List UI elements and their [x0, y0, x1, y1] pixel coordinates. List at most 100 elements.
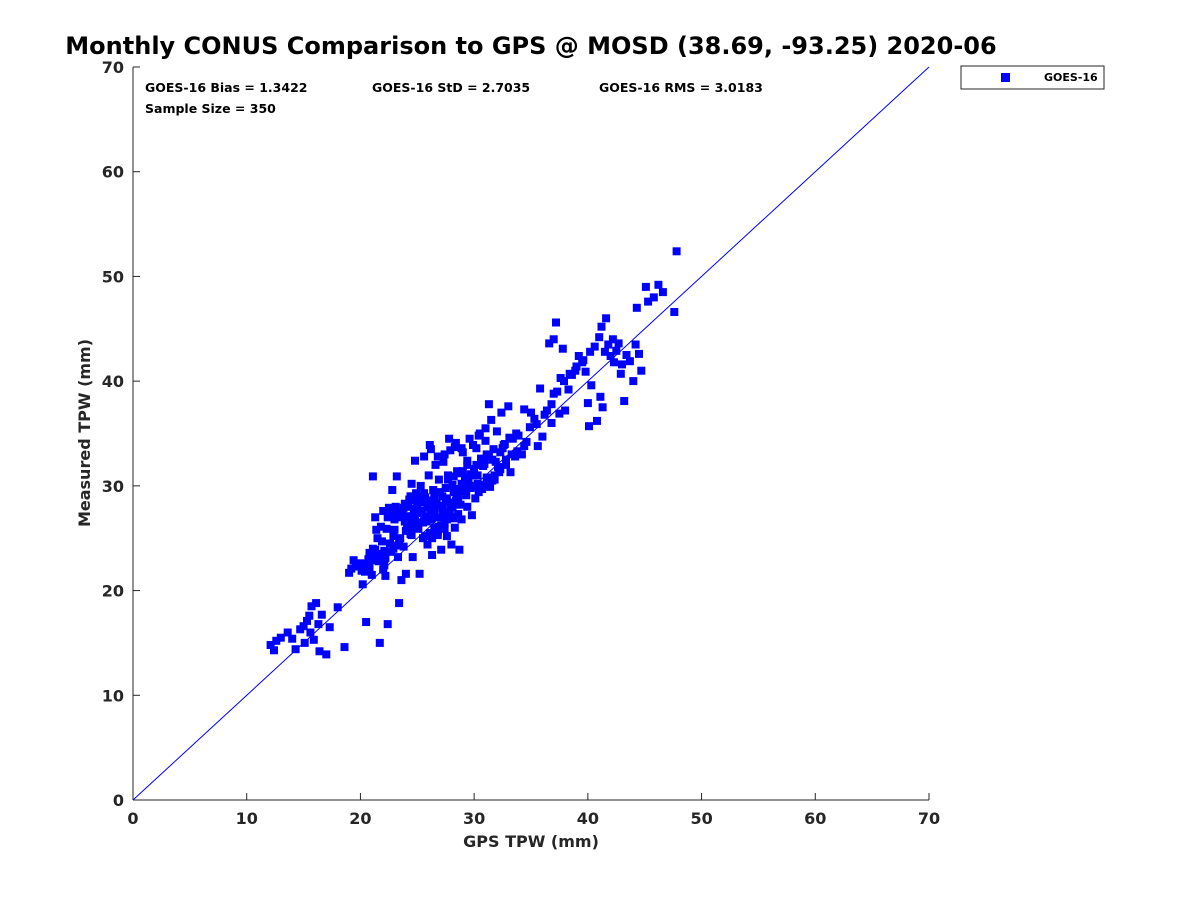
- data-point: [365, 563, 374, 572]
- data-point: [373, 534, 382, 543]
- data-point: [391, 509, 400, 518]
- data-point: [462, 491, 471, 500]
- data-point: [469, 441, 477, 449]
- data-point: [423, 540, 432, 549]
- data-point: [644, 297, 653, 306]
- data-point: [394, 553, 402, 562]
- data-point: [442, 494, 451, 503]
- data-point: [489, 445, 498, 454]
- data-point: [649, 293, 658, 302]
- legend: GOES-16: [960, 65, 1105, 90]
- data-point: [433, 452, 442, 461]
- data-point: [446, 446, 455, 455]
- data-point: [333, 603, 342, 612]
- data-point: [571, 366, 580, 375]
- data-point: [474, 431, 483, 440]
- data-point: [490, 471, 499, 480]
- data-point: [538, 432, 547, 441]
- data-point: [583, 399, 592, 408]
- data-point: [478, 458, 487, 467]
- data-point: [384, 503, 393, 512]
- data-point: [420, 452, 429, 461]
- data-point: [412, 518, 421, 527]
- data-point: [545, 339, 554, 348]
- data-point: [380, 561, 389, 570]
- data-point: [455, 545, 464, 554]
- y-tick-label: 0: [113, 791, 124, 810]
- data-point: [291, 645, 300, 654]
- data-point: [371, 513, 380, 522]
- data-point: [540, 410, 549, 419]
- data-point: [481, 424, 490, 433]
- data-point: [305, 611, 314, 620]
- chart-title: Monthly CONUS Comparison to GPS @ MOSD (…: [65, 32, 996, 60]
- data-point: [430, 492, 439, 501]
- data-point: [512, 429, 521, 438]
- data-point: [507, 450, 516, 459]
- data-point: [635, 349, 643, 358]
- data-point: [362, 618, 371, 626]
- data-point: [434, 475, 443, 484]
- data-point: [309, 635, 318, 644]
- data-point: [397, 513, 406, 522]
- data-point: [416, 507, 425, 515]
- data-point: [586, 347, 595, 356]
- data-point: [390, 525, 399, 534]
- data-point: [547, 400, 556, 409]
- data-point: [547, 419, 556, 427]
- data-point: [457, 515, 466, 524]
- data-point: [463, 460, 472, 469]
- data-point: [417, 498, 426, 507]
- data-point: [347, 564, 356, 573]
- data-point: [552, 318, 560, 327]
- data-point: [325, 623, 334, 632]
- data-point: [449, 472, 458, 481]
- data-point: [312, 599, 321, 608]
- data-point: [658, 288, 667, 297]
- data-point: [637, 366, 646, 375]
- data-point: [428, 551, 437, 559]
- data-point: [555, 409, 564, 418]
- x-tick-label: 0: [127, 809, 138, 828]
- data-point: [602, 314, 611, 323]
- x-tick-label: 20: [349, 809, 371, 828]
- std-stat: GOES-16 StD = 2.7035: [372, 80, 530, 95]
- data-point: [420, 489, 429, 498]
- y-axis-label: Measured TPW (mm): [75, 339, 94, 527]
- data-point: [424, 496, 433, 505]
- data-point: [419, 518, 427, 527]
- data-point: [394, 541, 402, 550]
- legend-marker-square: [1001, 73, 1010, 82]
- data-point: [527, 408, 535, 417]
- data-point: [358, 580, 367, 589]
- data-point: [406, 492, 415, 501]
- data-point: [625, 357, 634, 366]
- data-point: [606, 352, 615, 360]
- data-point: [593, 416, 601, 425]
- data-point: [276, 633, 285, 642]
- data-point: [600, 347, 609, 356]
- data-point: [463, 502, 472, 511]
- x-tick-label: 40: [577, 809, 599, 828]
- data-point: [581, 367, 590, 376]
- rms-stat: GOES-16 RMS = 3.0183: [599, 80, 763, 95]
- data-point: [376, 549, 385, 558]
- data-point: [484, 452, 493, 461]
- data-point: [487, 415, 496, 424]
- data-point: [376, 522, 385, 531]
- data-point: [498, 444, 507, 453]
- data-point: [448, 480, 457, 489]
- data-point: [395, 599, 404, 608]
- data-point: [506, 468, 515, 477]
- data-point: [425, 441, 434, 449]
- data-point: [447, 540, 456, 549]
- x-tick-label: 60: [804, 809, 826, 828]
- data-point: [449, 488, 458, 497]
- data-point: [397, 576, 406, 585]
- data-point: [533, 442, 542, 451]
- data-point: [340, 643, 349, 652]
- data-point: [470, 465, 479, 474]
- data-point: [270, 646, 278, 655]
- data-point: [429, 486, 438, 494]
- data-point: [399, 542, 408, 551]
